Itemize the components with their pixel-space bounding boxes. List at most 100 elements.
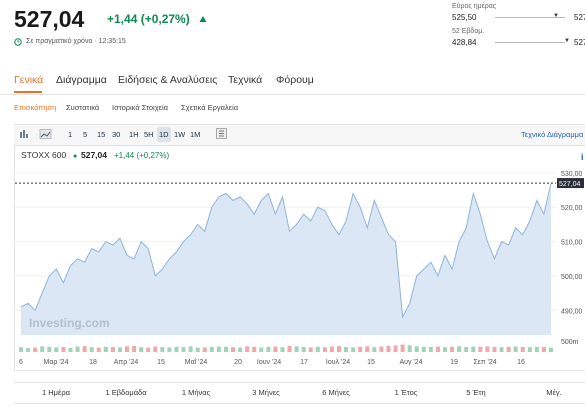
range-label: 52 Εβδομ. (452, 28, 485, 35)
volume-bar (393, 345, 398, 352)
legend-last: 527,04 (81, 150, 107, 160)
interval[interactable]: 15 (97, 130, 106, 139)
interval[interactable]: 1H (129, 130, 139, 139)
volume-bar (287, 345, 292, 352)
volume-bar (252, 346, 257, 352)
info-icon[interactable]: i (581, 152, 584, 162)
volume-bar (485, 346, 490, 352)
volume-bar (428, 346, 433, 352)
instrument-name: STOXX 600 (21, 150, 66, 160)
x-tick-label: Απρ '24 (114, 359, 139, 366)
volume-bar (103, 346, 108, 352)
period[interactable]: 1 Μήνας (181, 388, 211, 397)
volume-bar (499, 347, 504, 352)
period[interactable]: 1 Εβδομάδα (105, 388, 147, 397)
x-tick-label: Μαΐ '24 (185, 358, 208, 366)
interval[interactable]: 5H (144, 130, 154, 139)
period[interactable]: 1 Ημέρα (42, 388, 70, 397)
volume-bar (520, 346, 525, 352)
chart: STOXX 600 ● 527,04 +1,44 (+0,27%) i 530,… (14, 145, 585, 371)
toolbar (14, 124, 585, 146)
volume-bar (365, 346, 370, 352)
tab[interactable]: Ειδήσεις & Αναλύσεις (118, 74, 218, 86)
clock-icon (14, 38, 22, 46)
subtab[interactable]: Συστατικά (66, 103, 100, 112)
volume-bar (238, 347, 243, 352)
volume-bar (195, 347, 200, 352)
volume-bar (125, 346, 129, 352)
volume-bar (344, 346, 349, 352)
period[interactable]: 1 Έτος (394, 388, 418, 397)
volume-bar (202, 347, 207, 352)
chart-type-icons[interactable] (20, 129, 54, 139)
volume-bar (68, 347, 73, 352)
period[interactable]: 5 Έτη (466, 388, 486, 397)
volume-bar (61, 346, 66, 352)
period[interactable]: 3 Μήνες (252, 388, 280, 397)
subtab[interactable]: Επισκόπηση (14, 103, 57, 112)
volume-bar (139, 347, 144, 352)
volume-bar (301, 346, 306, 352)
interval[interactable]: 5 (83, 130, 88, 139)
period-bar (14, 382, 585, 404)
volume-bar (167, 347, 172, 352)
tab[interactable]: Διάγραμμα (56, 74, 107, 86)
interval[interactable]: 1M (190, 130, 201, 139)
volume-bar (181, 347, 186, 352)
tab[interactable]: Φόρουμ (276, 74, 314, 86)
x-tick-label: 15 (157, 359, 165, 366)
price: 527,04 (14, 6, 85, 32)
volume-bar (19, 347, 23, 352)
watermark: Investing.com (29, 316, 110, 330)
divider (0, 94, 585, 95)
range-label: Εύρος ημέρας (452, 3, 497, 10)
x-tick-label: 19 (450, 359, 458, 366)
volume-bar (315, 346, 320, 352)
y-tick-label: 520,00 (561, 205, 583, 212)
volume-bar (174, 346, 179, 352)
x-tick-label: Ιουν '24 (257, 359, 281, 366)
period[interactable]: Μέγ. (546, 388, 562, 397)
interval[interactable]: 30 (112, 130, 121, 139)
tab-underline (14, 91, 42, 93)
volume-bar (40, 346, 45, 352)
up-arrow (199, 16, 207, 22)
volume-bar (153, 346, 158, 352)
subtab[interactable]: Σχετικά Εργαλεία (181, 103, 239, 112)
volume-bar (209, 346, 214, 352)
volume-bar (54, 347, 59, 352)
volume-bar (534, 346, 539, 352)
volume-bar (146, 347, 151, 352)
legend-change: +1,44 (+0,27%) (114, 151, 169, 160)
settings-icon[interactable] (216, 128, 227, 139)
y-tick-label: 510,00 (561, 240, 583, 247)
interval-active[interactable]: 1D (157, 127, 171, 142)
volume-bar (26, 348, 31, 352)
volume-bar (358, 346, 363, 352)
range-marker: ▼ (553, 13, 559, 19)
volume-bar (273, 346, 278, 352)
volume-bar (379, 346, 384, 352)
volume-bar (82, 346, 87, 352)
subtab[interactable]: Ιστορικά Στοιχεία (112, 103, 169, 112)
technical-chart-link[interactable]: Τεχνικό Διάγραμμα (521, 130, 584, 139)
x-tick-label: Σεπ '24 (473, 359, 496, 366)
tab[interactable]: Τεχνικά (228, 74, 263, 86)
volume-bar (223, 346, 228, 352)
range-low: 525,50 (452, 13, 477, 22)
tab[interactable]: Γενικά (14, 74, 44, 86)
volume-bar (89, 347, 94, 352)
price-label: 527,04 (559, 181, 581, 188)
volume-bar (337, 346, 341, 352)
interval[interactable]: 1W (174, 130, 186, 139)
volume-bar (280, 347, 285, 352)
period[interactable]: 6 Μήνες (322, 388, 350, 397)
volume-bar (259, 347, 264, 352)
volume-bar (450, 346, 455, 352)
volume-bar (188, 346, 193, 352)
interval[interactable]: 1 (68, 130, 73, 139)
volume-bar (386, 345, 391, 352)
volume-bar (372, 347, 377, 352)
volume-bar (492, 346, 497, 352)
price-area (21, 183, 551, 335)
